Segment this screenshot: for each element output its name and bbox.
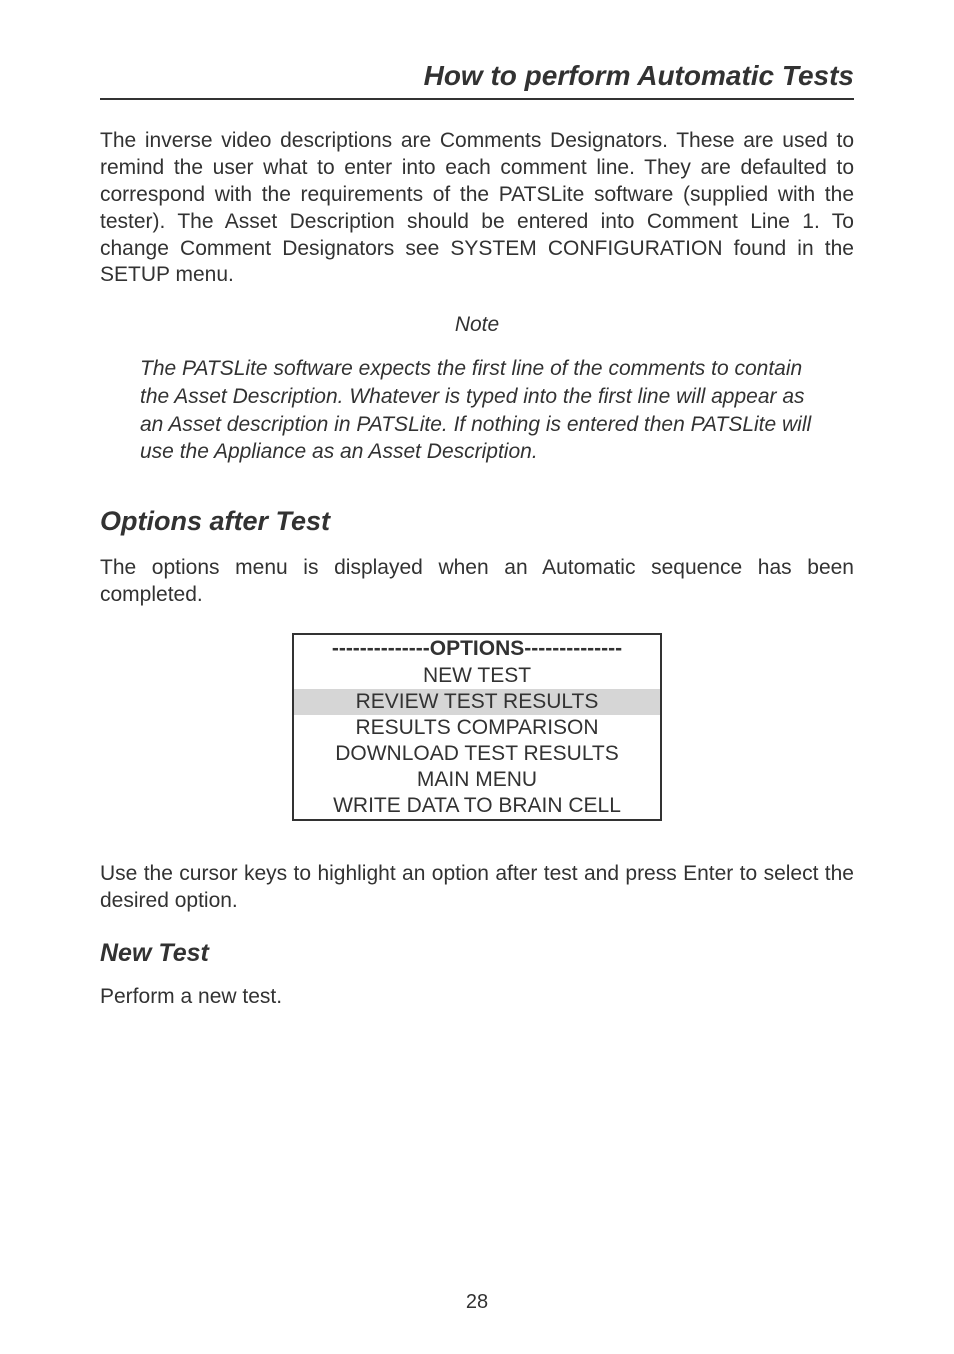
new-test-paragraph: Perform a new test. <box>100 984 854 1011</box>
page-number: 28 <box>0 1291 954 1314</box>
menu-item-results-comparison[interactable]: RESULTS COMPARISON <box>294 715 660 741</box>
note-paragraph: The PATSLite software expects the first … <box>100 355 854 466</box>
menu-item-download-test-results[interactable]: DOWNLOAD TEST RESULTS <box>294 741 660 767</box>
menu-item-review-test-results[interactable]: REVIEW TEST RESULTS <box>294 689 660 715</box>
subsection-new-test: New Test <box>100 939 854 968</box>
options-menu-header: --------------OPTIONS-------------- <box>294 635 660 663</box>
menu-item-write-data-to-brain-cell[interactable]: WRITE DATA TO BRAIN CELL <box>294 793 660 819</box>
options-intro-paragraph: The options menu is displayed when an Au… <box>100 555 854 609</box>
options-menu: --------------OPTIONS-------------- NEW … <box>292 633 662 821</box>
cursor-instruction-paragraph: Use the cursor keys to highlight an opti… <box>100 861 854 915</box>
intro-paragraph: The inverse video descriptions are Comme… <box>100 128 854 289</box>
note-label: Note <box>100 313 854 337</box>
menu-item-main-menu[interactable]: MAIN MENU <box>294 767 660 793</box>
section-options-after-test: Options after Test <box>100 506 854 537</box>
page-header-title: How to perform Automatic Tests <box>100 60 854 100</box>
menu-item-new-test[interactable]: NEW TEST <box>294 663 660 689</box>
